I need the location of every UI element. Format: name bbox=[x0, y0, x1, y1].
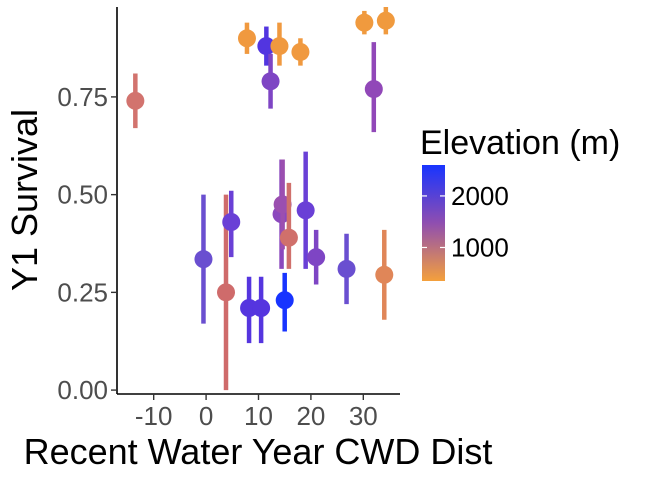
x-tick-label: 0 bbox=[199, 401, 213, 431]
point-marker bbox=[364, 80, 383, 99]
x-tick-label: 10 bbox=[244, 401, 273, 431]
x-axis-title: Recent Water Year CWD Dist bbox=[24, 431, 493, 472]
point-marker bbox=[307, 248, 326, 267]
data-point bbox=[237, 22, 256, 54]
point-marker bbox=[296, 201, 315, 220]
x-tick-label: 20 bbox=[296, 401, 325, 431]
x-ticks: -10 0 10 20 30 bbox=[135, 394, 378, 431]
point-marker bbox=[237, 29, 256, 48]
point-marker bbox=[217, 283, 236, 302]
y-tick-label: 0.25 bbox=[57, 277, 108, 307]
x-tick-label: 30 bbox=[349, 401, 378, 431]
legend-break-label: 2000 bbox=[451, 181, 509, 211]
y-tick-label: 0.50 bbox=[57, 180, 108, 210]
data-point bbox=[257, 26, 276, 66]
data-point bbox=[261, 53, 280, 109]
y-tick-label: 0.75 bbox=[57, 82, 108, 112]
color-legend: Elevation (m) 2000 1000 bbox=[420, 124, 620, 281]
point-marker bbox=[275, 291, 294, 310]
data-point bbox=[376, 7, 395, 35]
point-marker bbox=[126, 91, 145, 110]
point-marker bbox=[337, 259, 356, 278]
point-marker bbox=[194, 250, 213, 269]
data-point bbox=[252, 276, 271, 344]
point-marker bbox=[270, 37, 289, 56]
legend-title: Elevation (m) bbox=[420, 124, 620, 162]
data-point bbox=[355, 10, 374, 35]
legend-break-label: 1000 bbox=[451, 232, 509, 262]
data-point bbox=[296, 151, 315, 269]
legend-colorbar bbox=[422, 165, 445, 281]
data-point bbox=[194, 194, 213, 324]
data-point bbox=[307, 229, 326, 285]
point-marker bbox=[375, 265, 394, 284]
point-marker bbox=[222, 213, 241, 231]
data-point bbox=[375, 229, 394, 320]
data-point bbox=[270, 22, 289, 66]
y-ticks: 0.00 0.25 0.50 0.75 bbox=[57, 82, 117, 405]
point-marker bbox=[376, 11, 395, 30]
data-point bbox=[337, 233, 356, 305]
x-tick-label: -10 bbox=[135, 401, 173, 431]
data-point bbox=[291, 38, 310, 66]
point-marker bbox=[257, 37, 276, 56]
point-marker bbox=[291, 42, 310, 61]
y-tick-label: 0.00 bbox=[57, 375, 108, 405]
axes bbox=[116, 7, 400, 395]
point-marker bbox=[252, 299, 271, 317]
point-marker bbox=[279, 228, 298, 247]
point-marker bbox=[261, 72, 280, 91]
data-point bbox=[279, 182, 298, 269]
data-point bbox=[126, 73, 145, 129]
data-point bbox=[275, 272, 294, 332]
data-point bbox=[222, 190, 241, 258]
data-point bbox=[364, 42, 383, 133]
legend-breaks: 2000 1000 bbox=[422, 181, 509, 262]
data-points bbox=[126, 7, 395, 391]
y-axis-title: Y1 Survival bbox=[4, 109, 45, 291]
point-marker bbox=[355, 13, 374, 32]
